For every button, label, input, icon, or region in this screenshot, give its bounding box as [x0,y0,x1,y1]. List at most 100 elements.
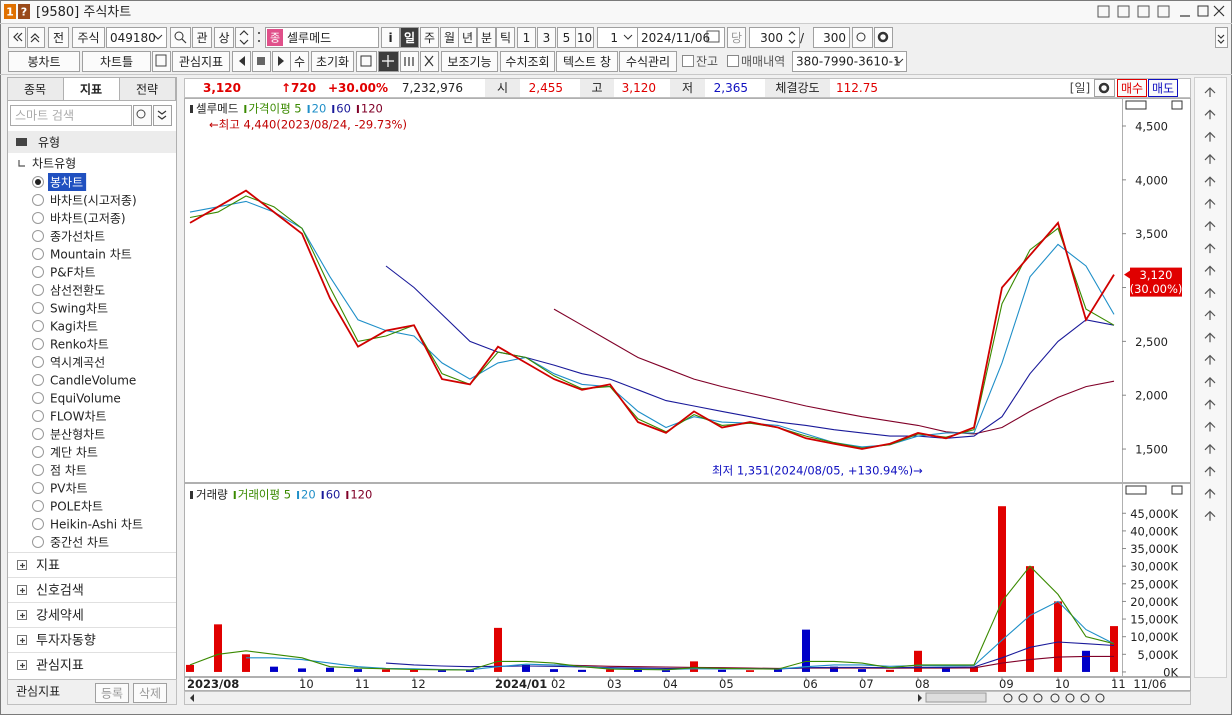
nav-icon [1050,693,1060,703]
button[interactable] [72,27,105,48]
window-title: [9580] 주식차트 [36,5,131,20]
tool-icon [1204,510,1216,521]
radio[interactable] [32,284,44,296]
dropdown-arrow [153,34,163,40]
button[interactable] [356,51,377,72]
radio[interactable] [32,518,44,530]
button[interactable] [192,27,212,48]
chart-type-label: FLOW차트 [50,410,107,424]
button[interactable] [1117,79,1147,97]
button[interactable] [82,51,151,72]
chart-type-label: 계단 차트 [50,446,98,460]
radio[interactable] [32,302,44,314]
radio[interactable] [32,500,44,512]
radio[interactable] [32,320,44,332]
button[interactable] [496,27,515,48]
button[interactable] [214,27,234,48]
tool-icon [1204,332,1216,343]
volume-bar [298,668,306,672]
button[interactable] [235,27,254,48]
button[interactable] [27,27,45,48]
chart-type-label: POLE차트 [50,500,103,514]
y-tick-label: 10,000K [1130,630,1178,644]
radio[interactable] [32,230,44,242]
button[interactable] [458,27,477,48]
y-tick-label: 4,000 [1135,173,1168,187]
radio[interactable] [32,194,44,206]
date-value: 2024/11/06 [641,31,710,45]
button[interactable] [619,51,677,72]
legend-entry: 120 [350,488,372,502]
button[interactable] [290,51,309,72]
button[interactable] [133,105,152,126]
radio[interactable] [32,464,44,476]
button[interactable] [874,27,893,48]
prev-icon [239,56,245,66]
panel-icon [1171,100,1183,110]
chart-type-label: 바차트(시고저종) [50,194,137,208]
section-label: 신호검색 [36,584,84,599]
radio[interactable] [32,248,44,260]
button[interactable] [1094,79,1115,97]
button-label: 전 [53,31,64,45]
button[interactable] [556,51,618,72]
legend-entry: 셀루메드 [196,102,238,116]
current-pointer [1124,270,1130,279]
button-label: 보조기능 [447,55,491,69]
volume-panel [184,483,1191,677]
button[interactable] [311,51,354,72]
button[interactable] [8,27,26,48]
button[interactable] [400,27,419,48]
button[interactable] [441,51,498,72]
button-label: 월 [444,31,455,45]
legend-marker [332,105,335,113]
button[interactable] [95,683,129,703]
button[interactable] [8,51,80,72]
button[interactable] [575,27,594,48]
button[interactable] [500,51,555,72]
radio[interactable] [32,212,44,224]
radio[interactable] [32,482,44,494]
button[interactable] [170,27,191,48]
tab[interactable] [119,77,176,101]
chart-type-label: Heikin-Ashi 차트 [50,518,143,532]
volume-bar [942,668,950,672]
radio[interactable] [32,428,44,440]
stock-name: 셀루메드 [287,31,331,45]
radio[interactable] [32,338,44,350]
chart-type-label: 역시계곡선 [50,356,105,370]
button[interactable] [133,683,167,703]
x-end-label: 11/06 [1133,677,1166,691]
button[interactable] [48,27,69,48]
button[interactable] [381,27,400,48]
button[interactable] [727,27,746,48]
button[interactable] [517,27,536,48]
radio[interactable] [32,266,44,278]
radio[interactable] [32,374,44,386]
volume-bar [1054,601,1062,672]
button[interactable] [153,105,172,126]
radio[interactable] [32,392,44,404]
radio[interactable] [32,536,44,548]
checkbox[interactable] [682,55,694,67]
y-tick-label: 4,500 [1135,119,1168,133]
button[interactable] [172,51,230,72]
radio[interactable] [32,410,44,422]
button-label: i [388,31,392,45]
legend-entry: 20 [301,488,316,502]
button[interactable] [477,27,496,48]
volume-bar [242,654,250,672]
volume-bar [494,627,502,672]
count-value: 300 [760,31,783,45]
badge [18,4,30,19]
checkbox[interactable] [727,55,739,67]
button[interactable] [852,27,873,48]
radio[interactable] [32,446,44,458]
icon [181,38,187,44]
button-label: 3 [543,31,551,45]
button[interactable] [1148,79,1178,97]
radio[interactable] [32,356,44,368]
button[interactable] [420,27,439,48]
button[interactable] [537,27,556,48]
volume-bar [466,670,474,672]
